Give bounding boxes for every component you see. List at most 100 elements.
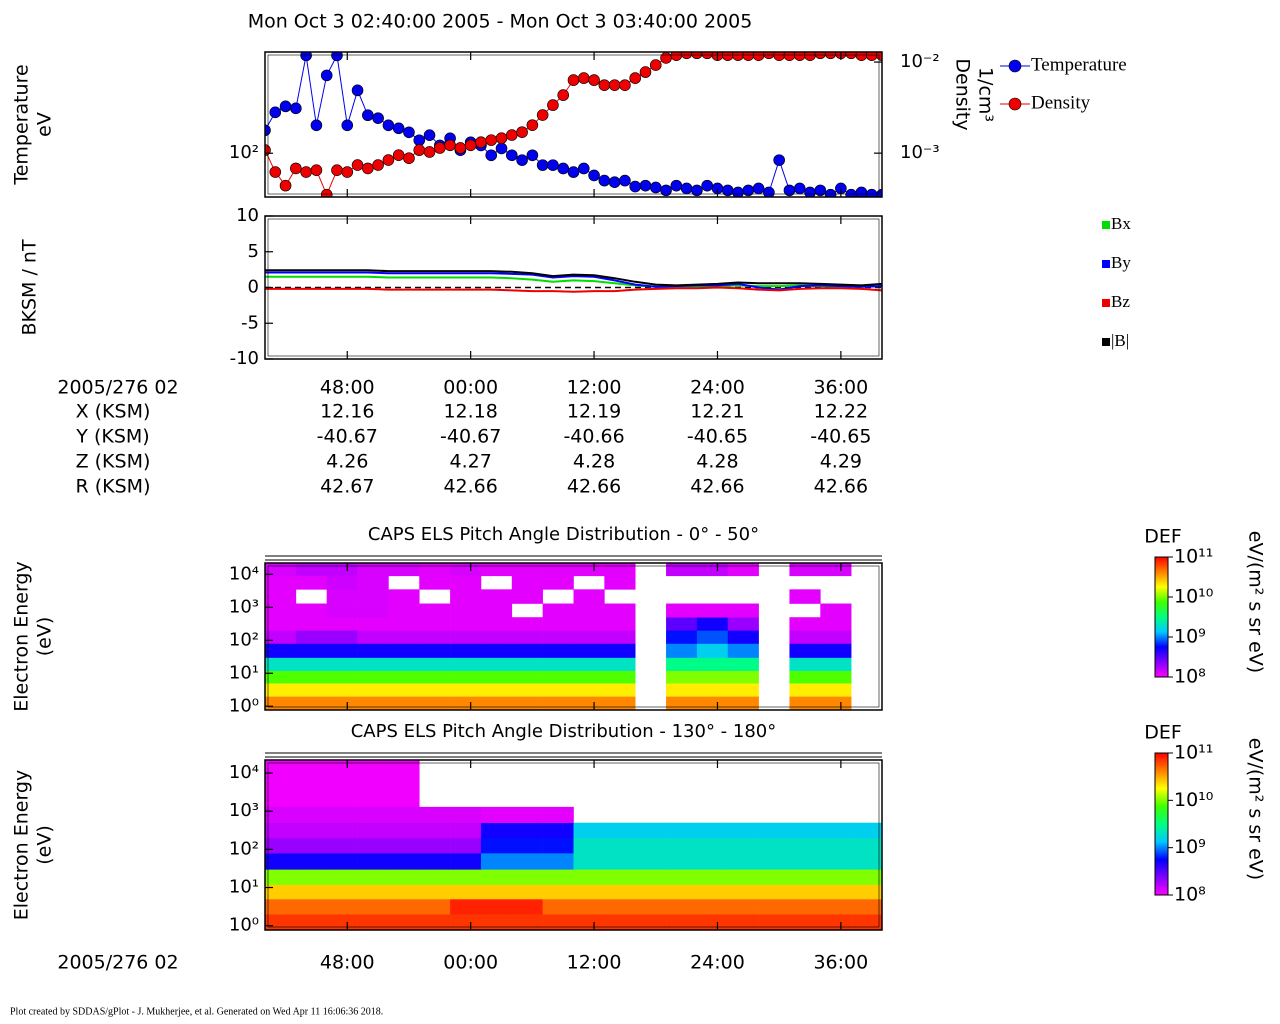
heatmap-cell — [727, 822, 759, 839]
heatmap-cell — [265, 630, 297, 644]
heatmap-cell — [542, 657, 574, 671]
heatmap-cell — [851, 822, 882, 839]
data-point — [608, 79, 621, 91]
heatmap-cell — [696, 914, 729, 930]
heatmap-cell — [511, 837, 543, 854]
heatmap-cell — [388, 683, 420, 697]
heatmap-cell — [265, 806, 297, 823]
heatmap-cell — [450, 589, 482, 604]
data-point — [495, 142, 508, 155]
heatmap-cell — [326, 617, 358, 631]
data-point — [372, 159, 384, 171]
data-point — [793, 182, 806, 195]
y-tick-label: 10⁴ — [229, 762, 259, 783]
heatmap-cell — [666, 696, 698, 710]
heatmap-cell — [727, 837, 759, 854]
heatmap-cell — [480, 914, 513, 930]
heatmap-cell — [265, 643, 297, 658]
heatmap-cell — [388, 869, 420, 885]
data-point — [290, 162, 302, 175]
heatmap-cell — [357, 630, 389, 644]
y-tick-label: 10³ — [229, 596, 259, 617]
heatmap-cell — [326, 914, 358, 930]
heatmap-cell — [480, 589, 513, 604]
heatmap-cell — [511, 869, 543, 885]
heatmap-cell — [295, 869, 327, 885]
heatmap-cell — [789, 853, 821, 870]
heatmap-cell — [511, 822, 543, 839]
heatmap-cell — [820, 914, 852, 930]
heatmap-cell — [820, 670, 852, 684]
heatmap-cell — [820, 617, 852, 631]
data-point — [331, 164, 343, 176]
data-point — [362, 109, 374, 122]
legend-marker — [1008, 59, 1022, 73]
data-point — [567, 166, 580, 178]
x-axis-label: 2005/276 02 — [57, 952, 178, 974]
heatmap-cell — [480, 683, 513, 697]
data-point — [444, 139, 456, 152]
heatmap-cell — [265, 869, 297, 885]
plot-frame — [264, 562, 883, 711]
heatmap-cell — [727, 603, 759, 618]
heatmap-cell — [388, 630, 420, 644]
heatmap-cell — [542, 899, 574, 915]
heatmap-cell — [450, 914, 482, 930]
heatmap-cell — [666, 683, 698, 697]
y-tick-label: 10¹ — [229, 662, 259, 683]
heatmap-cell — [450, 853, 482, 870]
heatmap-cell — [419, 563, 451, 577]
heatmap-cell — [789, 884, 821, 900]
plot-frame — [264, 759, 883, 931]
heatmap-cell — [357, 589, 389, 604]
heatmap-cell — [666, 657, 698, 671]
heatmap-cell — [727, 657, 759, 671]
heatmap-cell — [295, 683, 327, 697]
legend-marker — [1008, 97, 1022, 111]
heatmap-cell — [789, 657, 821, 671]
heatmap-cell — [666, 899, 698, 915]
heatmap-cell — [265, 790, 297, 808]
y2-axis-label: 1/cm³ — [975, 67, 997, 122]
x-tick-label: 24:00 — [690, 377, 745, 399]
ephemeris-label: Z (KSM) — [76, 451, 151, 473]
ephemeris-value: 12.21 — [690, 401, 744, 423]
heatmap-cell — [666, 617, 698, 631]
heatmap-cell — [326, 670, 358, 684]
colorbar-tick-label: 10⁸ — [1174, 666, 1206, 688]
y-tick-label: 10⁰ — [229, 915, 259, 936]
x-tick-label: 12:00 — [567, 952, 622, 974]
heatmap-cell — [820, 683, 852, 697]
heatmap-cell — [265, 589, 297, 604]
heatmap-cell — [511, 657, 543, 671]
heatmap-cell — [666, 837, 698, 854]
ephemeris-value: 42.66 — [690, 476, 744, 498]
heatmap-cell — [511, 617, 543, 631]
heatmap-cell — [727, 617, 759, 631]
heatmap-cell — [635, 899, 667, 915]
legend-label: Density — [1031, 92, 1091, 113]
heatmap-cell — [573, 643, 605, 658]
ephemeris-value: 4.28 — [696, 451, 738, 473]
data-point — [505, 149, 518, 162]
heatmap-cell — [511, 670, 543, 684]
heatmap-cell — [388, 790, 420, 808]
heatmap-cell — [542, 630, 574, 644]
heatmap-cell — [450, 683, 482, 697]
data-point — [577, 162, 590, 175]
plot-frame-inner — [267, 762, 880, 928]
heatmap-cell — [573, 899, 605, 915]
heatmap-cell — [450, 899, 482, 915]
heatmap-cell — [419, 914, 451, 930]
y-axis-label: Temperature — [11, 64, 33, 185]
heatmap-cell — [480, 899, 513, 915]
heatmap-cell — [450, 617, 482, 631]
heatmap-cell — [419, 884, 451, 900]
heatmap-cell — [696, 822, 729, 839]
heatmap-cell — [511, 575, 543, 590]
heatmap-cell — [295, 657, 327, 671]
plot-area — [265, 760, 882, 930]
heatmap-cell — [326, 589, 358, 604]
y-tick-label: -5 — [241, 312, 259, 333]
heatmap-cell — [542, 670, 574, 684]
